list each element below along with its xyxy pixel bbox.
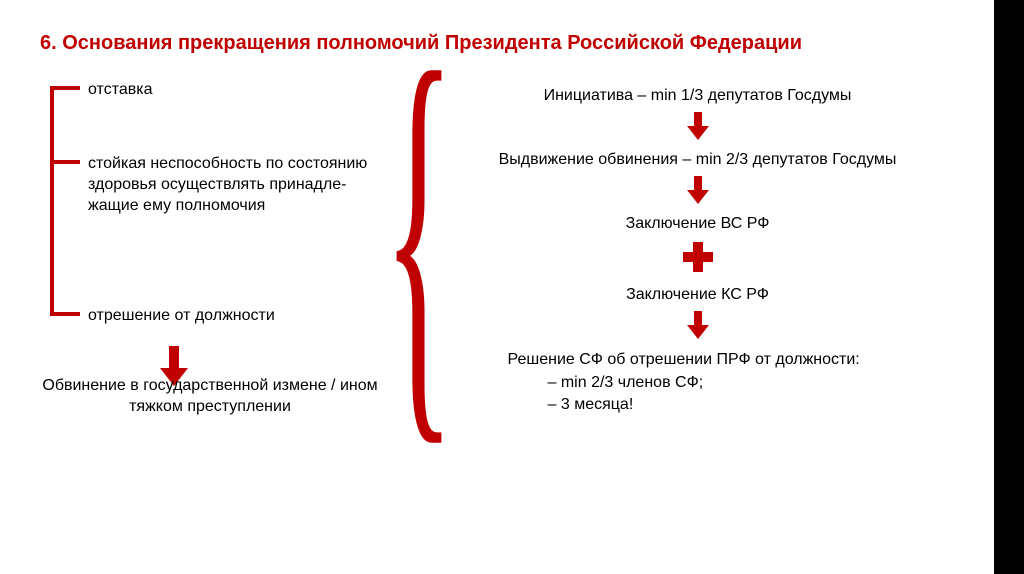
final-line: Решение СФ об отрешении ПРФ от должности… xyxy=(508,349,888,371)
arrow-wrap xyxy=(441,112,954,145)
final-line: – 3 месяца! xyxy=(508,394,888,416)
final-line: – min 2/3 членов СФ; xyxy=(508,372,888,394)
procedure-column: Инициатива – min 1/3 депутатов Госдумы В… xyxy=(441,86,954,416)
tick-line xyxy=(50,312,80,316)
ground-item: стойкая неспособность по состоянию здоро… xyxy=(88,154,368,216)
content-area: отставка стойкая неспособность по состоя… xyxy=(40,86,954,416)
down-arrow-icon xyxy=(687,176,709,204)
slide: 6. Основания прекращения полномочий През… xyxy=(0,0,994,574)
down-arrow-icon xyxy=(687,311,709,339)
down-arrow-icon xyxy=(687,112,709,140)
ground-item: отрешение от должности xyxy=(88,306,368,327)
procedure-final: Решение СФ об отрешении ПРФ от должности… xyxy=(508,349,888,416)
brace-column: { xyxy=(383,86,421,416)
arrow-wrap xyxy=(441,176,954,209)
procedure-step: Заключение КС РФ xyxy=(441,285,954,306)
tick-line xyxy=(50,86,80,90)
tick-line xyxy=(50,160,80,164)
slide-title: 6. Основания прекращения полномочий През… xyxy=(40,30,954,56)
procedure-step: Выдвижение обвинения – min 2/3 депутатов… xyxy=(441,150,954,171)
accusation-text: Обвинение в государственной измене / ино… xyxy=(40,376,380,418)
ground-item: отставка xyxy=(88,80,368,101)
procedure-step: Инициатива – min 1/3 депутатов Госдумы xyxy=(441,86,954,107)
cross-icon xyxy=(683,242,713,272)
cross-wrap xyxy=(441,242,954,277)
vertical-line xyxy=(50,86,54,316)
grounds-column: отставка стойкая неспособность по состоя… xyxy=(40,86,363,416)
arrow-wrap xyxy=(441,311,954,344)
procedure-step: Заключение ВС РФ xyxy=(441,214,954,235)
